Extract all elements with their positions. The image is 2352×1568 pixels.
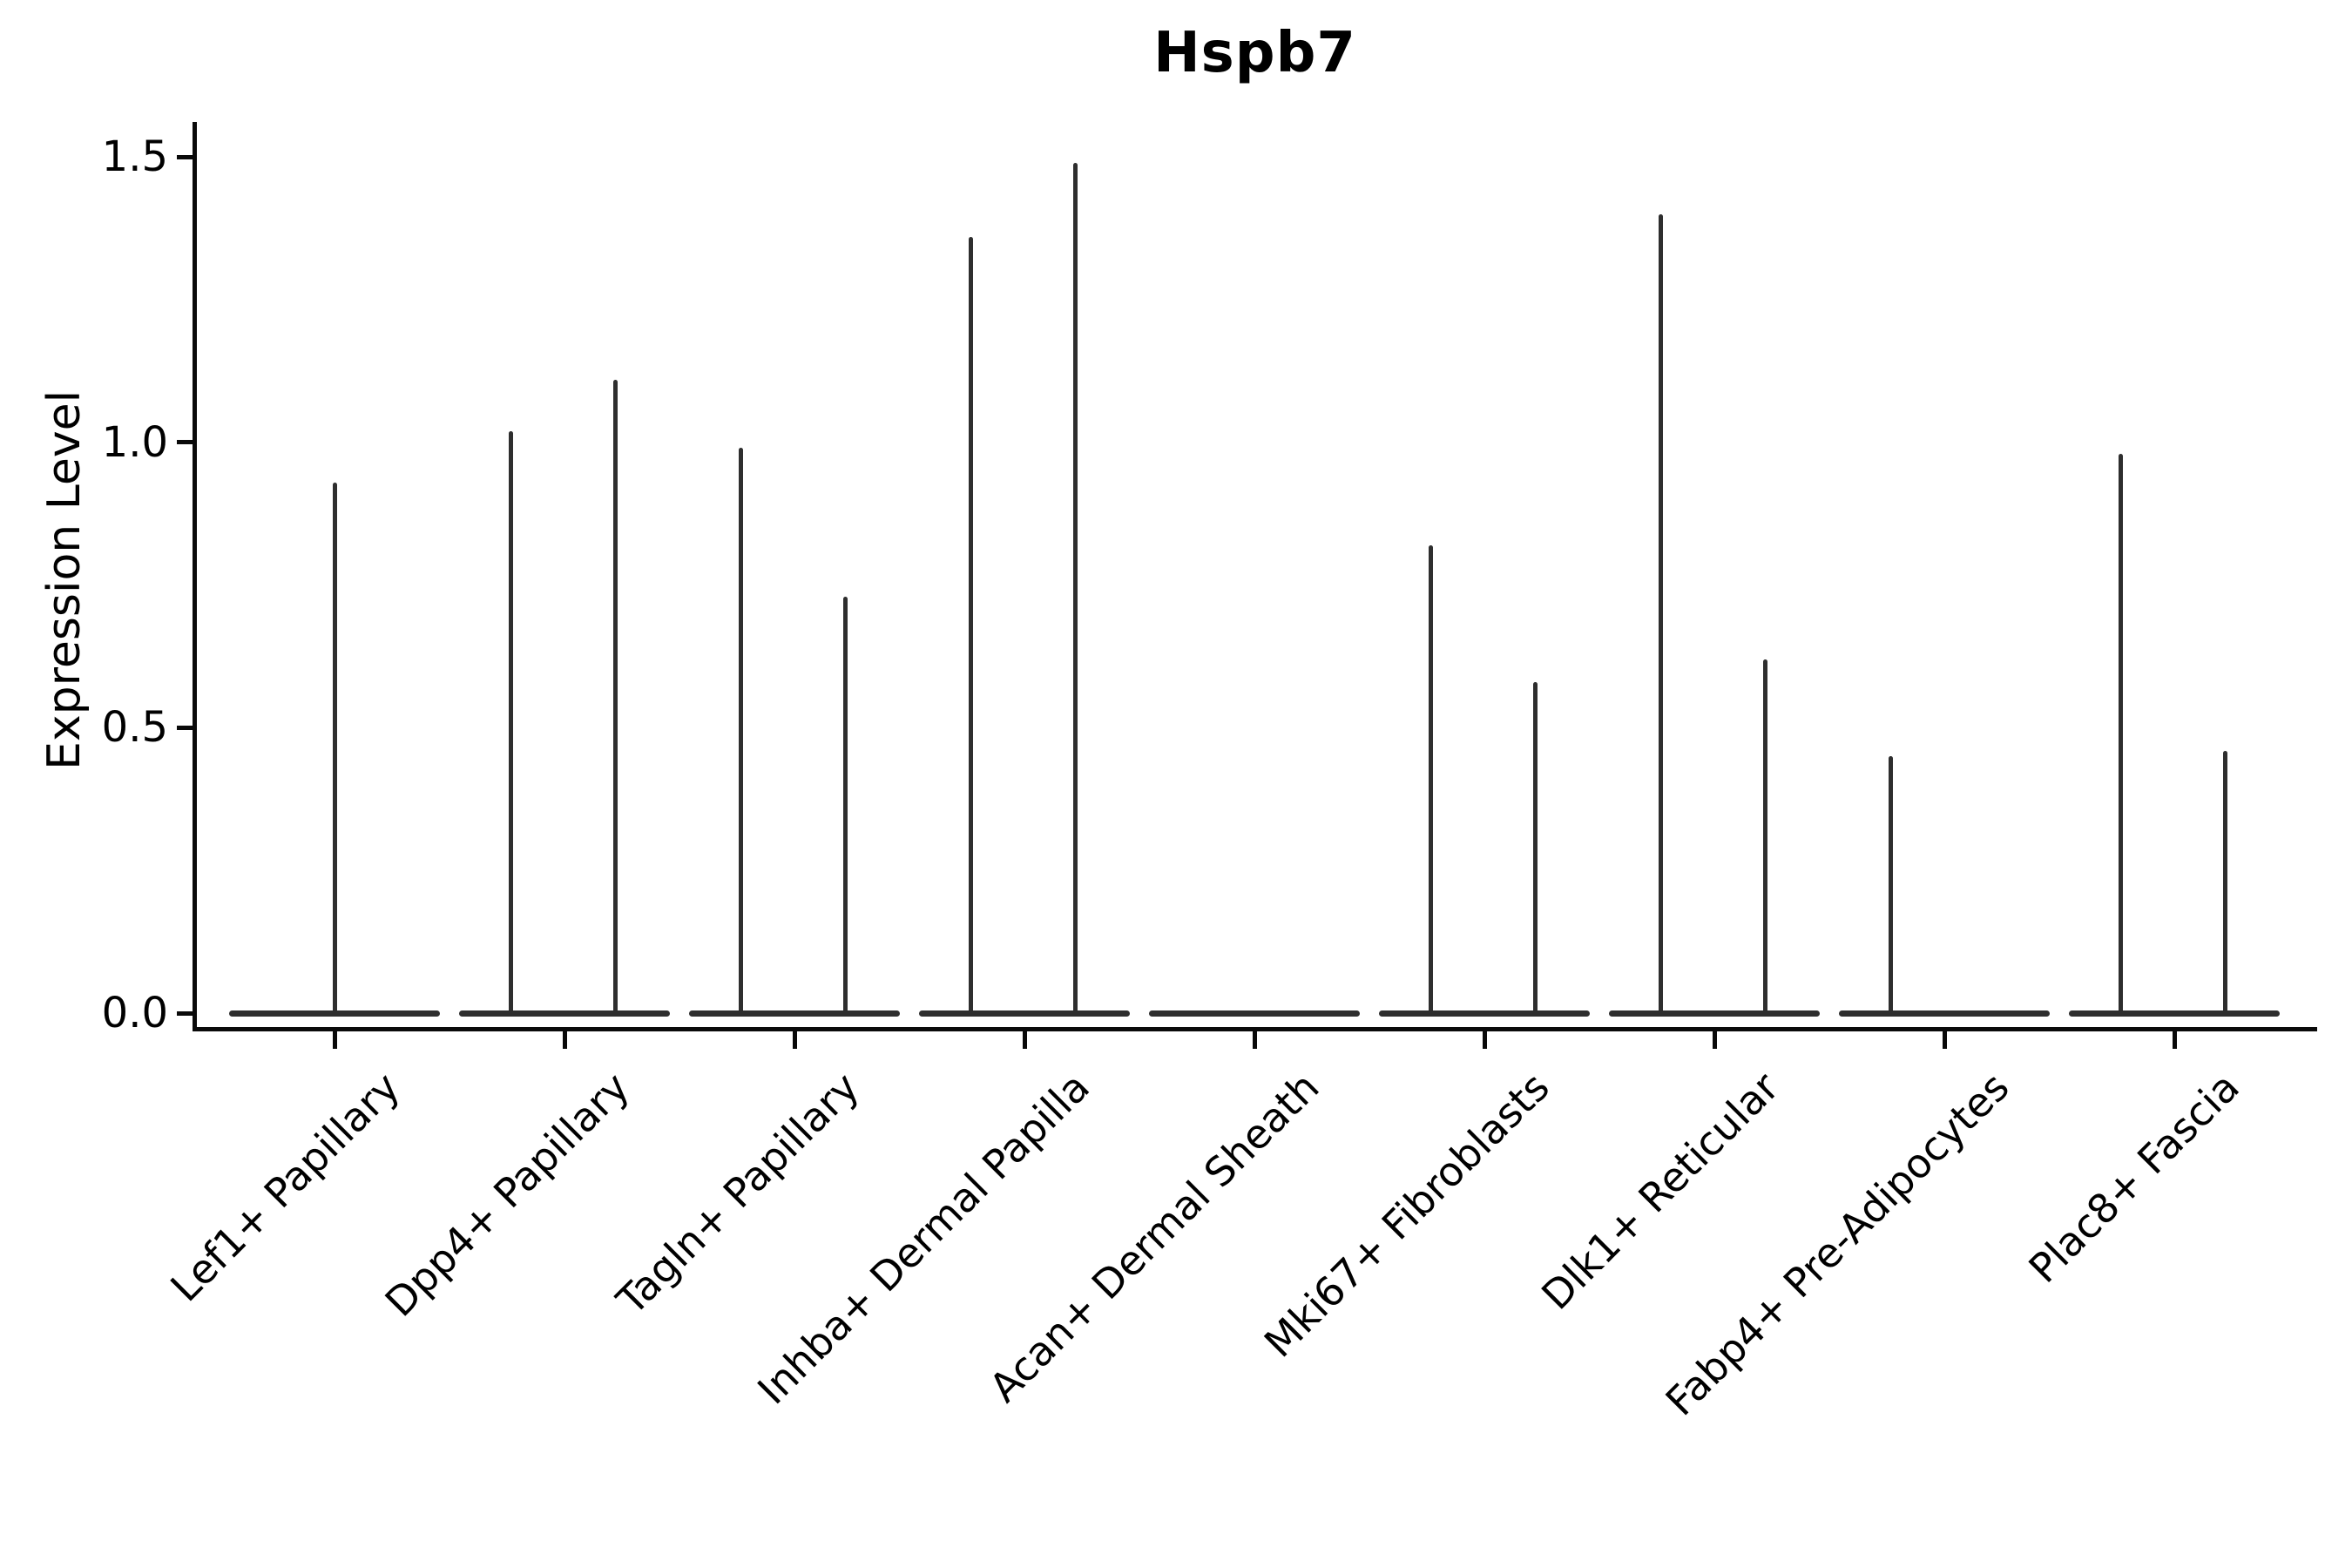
x-tick-mark <box>1482 1031 1487 1049</box>
violin-spike <box>1658 213 1663 1013</box>
x-tick-mark <box>1942 1031 1947 1049</box>
violin-body <box>689 1010 900 1017</box>
x-tick-label: Plac8+ Fascia <box>2019 1063 2248 1292</box>
violin-body <box>1609 1010 1820 1017</box>
y-tick-label: 1.5 <box>101 132 168 182</box>
y-tick-mark <box>177 440 196 445</box>
y-tick-label: 0.5 <box>101 703 168 753</box>
x-tick-mark <box>562 1031 567 1049</box>
violin-body <box>2069 1010 2280 1017</box>
x-tick-label: Tagln+ Papillary <box>607 1063 868 1324</box>
x-tick-mark <box>1712 1031 1717 1049</box>
violin-body <box>1839 1010 2050 1017</box>
y-tick-mark <box>177 725 196 730</box>
violin-body <box>919 1010 1130 1017</box>
violin-spike <box>2118 453 2123 1013</box>
violin-spike <box>1072 162 1078 1013</box>
violin-spike <box>2222 750 2227 1013</box>
chart-title: Hspb7 <box>1153 21 1356 85</box>
x-tick-label: Dlk1+ Reticular <box>1532 1063 1788 1319</box>
violin-spike <box>842 596 848 1013</box>
y-tick-label: 0.0 <box>101 989 168 1037</box>
violin-body <box>1149 1010 1360 1017</box>
x-tick-mark <box>1252 1031 1257 1049</box>
violin-spike <box>508 430 513 1013</box>
y-tick-mark <box>177 154 196 159</box>
violin-spike <box>332 482 337 1013</box>
x-tick-label: Dpp4+ Papillary <box>375 1063 639 1326</box>
x-tick-mark <box>332 1031 337 1049</box>
violin-spike <box>968 236 973 1013</box>
violin-body <box>459 1010 670 1017</box>
x-tick-label: Lef1+ Papillary <box>160 1063 409 1311</box>
x-tick-mark <box>1022 1031 1027 1049</box>
violin-spike <box>1888 756 1893 1013</box>
violin-spike <box>612 379 618 1013</box>
violin-spike <box>1532 681 1538 1013</box>
x-axis-spine <box>193 1027 2317 1031</box>
y-tick-label: 1.0 <box>101 417 168 467</box>
violin-body <box>1379 1010 1590 1017</box>
violin-spike <box>1428 544 1433 1013</box>
violin-spike <box>1762 659 1767 1013</box>
violin-spike <box>738 448 743 1013</box>
x-tick-mark <box>792 1031 797 1049</box>
violin-body <box>229 1010 440 1017</box>
y-tick-mark <box>177 1010 196 1016</box>
x-tick-mark <box>2172 1031 2177 1049</box>
y-axis-label: Expression Level <box>38 389 91 771</box>
y-axis-spine <box>193 122 197 1031</box>
